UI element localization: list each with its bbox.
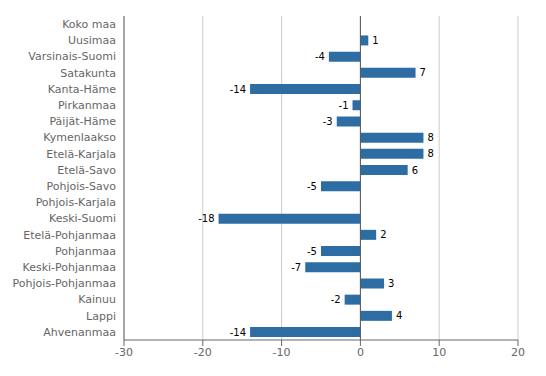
svg-text:7: 7 <box>420 67 426 78</box>
svg-text:0: 0 <box>357 346 364 359</box>
svg-text:-2: -2 <box>331 294 341 305</box>
svg-text:Keski-Suomi: Keski-Suomi <box>49 212 116 225</box>
svg-text:-1: -1 <box>339 100 349 111</box>
svg-text:-20: -20 <box>194 346 212 359</box>
svg-text:Uusimaa: Uusimaa <box>68 34 116 47</box>
svg-text:1: 1 <box>372 35 378 46</box>
svg-text:Päijät-Häme: Päijät-Häme <box>49 115 116 128</box>
svg-text:-18: -18 <box>198 213 214 224</box>
svg-text:-7: -7 <box>291 262 301 273</box>
svg-text:20: 20 <box>511 346 525 359</box>
svg-text:-3: -3 <box>323 116 333 127</box>
svg-text:Kainuu: Kainuu <box>78 293 116 306</box>
svg-text:Satakunta: Satakunta <box>60 67 116 80</box>
svg-text:Pohjois-Savo: Pohjois-Savo <box>47 180 117 193</box>
svg-text:-4: -4 <box>315 51 325 62</box>
svg-text:Pohjois-Karjala: Pohjois-Karjala <box>36 196 116 209</box>
svg-text:Keski-Pohjanmaa: Keski-Pohjanmaa <box>23 261 116 274</box>
svg-text:2: 2 <box>380 229 386 240</box>
svg-text:Varsinais-Suomi: Varsinais-Suomi <box>28 50 116 63</box>
svg-text:4: 4 <box>396 310 402 321</box>
svg-text:Etelä-Karjala: Etelä-Karjala <box>46 148 116 161</box>
svg-text:3: 3 <box>388 278 394 289</box>
svg-text:6: 6 <box>412 165 418 176</box>
svg-text:Pirkanmaa: Pirkanmaa <box>58 99 116 112</box>
svg-text:Kymenlaakso: Kymenlaakso <box>43 131 116 144</box>
svg-text:Pohjanmaa: Pohjanmaa <box>55 245 116 258</box>
svg-text:10: 10 <box>432 346 446 359</box>
svg-text:8: 8 <box>427 132 433 143</box>
svg-text:Lappi: Lappi <box>86 310 116 323</box>
svg-text:Pohjois-Pohjanmaa: Pohjois-Pohjanmaa <box>13 277 116 290</box>
svg-text:-5: -5 <box>307 181 317 192</box>
svg-text:-30: -30 <box>115 346 133 359</box>
svg-text:Etelä-Pohjanmaa: Etelä-Pohjanmaa <box>23 229 116 242</box>
svg-text:Etelä-Savo: Etelä-Savo <box>57 164 116 177</box>
svg-text:Ahvenanmaa: Ahvenanmaa <box>43 326 116 339</box>
svg-text:-5: -5 <box>307 246 317 257</box>
svg-text:8: 8 <box>427 148 433 159</box>
svg-text:-14: -14 <box>230 84 246 95</box>
svg-text:-14: -14 <box>230 327 246 338</box>
svg-text:Kanta-Häme: Kanta-Häme <box>48 83 116 96</box>
svg-text:-10: -10 <box>273 346 291 359</box>
svg-text:Koko maa: Koko maa <box>62 18 116 31</box>
